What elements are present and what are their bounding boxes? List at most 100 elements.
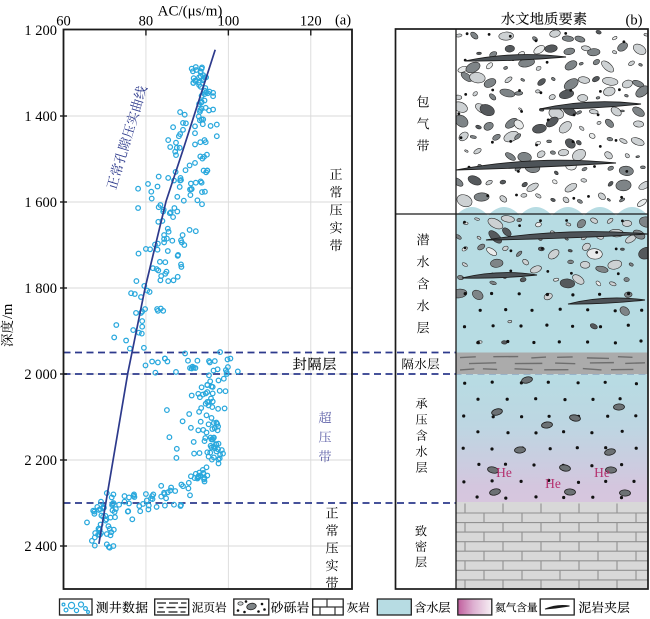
well-log-point (209, 404, 216, 411)
well-log-point (145, 180, 151, 187)
x-axis-title: AC/(μs/m) (158, 4, 223, 20)
well-log-point (214, 366, 221, 373)
well-log-point (203, 464, 210, 471)
well-log-point (208, 383, 215, 390)
well-log-point (198, 105, 205, 112)
well-log-point (177, 109, 184, 116)
legend (58, 598, 630, 616)
well-log-point (180, 119, 186, 126)
well-log-point (207, 378, 214, 385)
well-log-point (182, 167, 189, 174)
well-log-point (165, 228, 172, 235)
well-log-point (197, 69, 204, 76)
well-log-point (210, 106, 217, 113)
well-log-point (167, 144, 174, 150)
well-log-point (195, 113, 202, 120)
well-log-point (172, 488, 179, 494)
well-log-point (190, 75, 197, 82)
panel-a: 60 80 100 120 1 200 1 400 1 600 1 800 2 000 2 200… (0, 4, 648, 590)
zone-label-overpressure (318, 411, 332, 463)
well-log-point (154, 359, 161, 366)
well-log-point (171, 501, 177, 508)
well-log-point (145, 502, 152, 509)
well-log-point (187, 180, 194, 187)
well-log-point (185, 479, 192, 486)
well-log-point (198, 405, 205, 411)
well-log-point (191, 450, 198, 457)
well-log-point (91, 534, 98, 541)
well-log-point (213, 133, 220, 140)
well-log-point (206, 359, 213, 366)
well-log-point (106, 525, 113, 532)
well-log-point (210, 89, 217, 96)
well-log-point (197, 139, 204, 146)
well-log-point (182, 120, 189, 127)
well-log-point (213, 448, 220, 455)
legend-item-mudstone-lens (539, 598, 630, 616)
well-log-point (186, 411, 193, 417)
well-log-point (91, 542, 98, 549)
panel-a-axes (60, 28, 353, 590)
well-log-point (216, 387, 223, 394)
well-log-point (156, 258, 163, 265)
legend-item-shale (154, 598, 227, 616)
well-log-point (148, 195, 155, 202)
well-log-point (123, 337, 130, 344)
subplot-label-a: (a) (335, 13, 351, 29)
well-log-point (135, 185, 142, 192)
subplot-label-b: (b) (626, 13, 643, 29)
well-log-point (105, 543, 112, 550)
well-log-point (206, 372, 212, 379)
legend-label-helium (495, 602, 538, 613)
well-log-point (200, 167, 207, 174)
well-log-point (178, 237, 184, 244)
panel-b: He He He (b) (394, 11, 649, 590)
panel-a-zone-labels (106, 86, 343, 589)
well-log-point (211, 425, 218, 432)
well-log-point (133, 278, 140, 285)
legend-item-conglomerate (233, 598, 309, 616)
y-tick-label: 1 600 (24, 195, 57, 211)
well-log-point (125, 508, 132, 515)
well-log-point (221, 405, 228, 412)
well-log-point (174, 193, 181, 200)
well-log-point (112, 506, 119, 512)
well-log-point (182, 350, 189, 357)
well-log-point (152, 369, 159, 376)
well-log-point (201, 188, 208, 195)
panel-b-layer-labels (402, 95, 440, 568)
well-log-point (192, 365, 199, 371)
well-log-point (164, 225, 171, 232)
well-log-point (216, 455, 223, 462)
well-log-point (194, 357, 201, 364)
well-log-point (173, 139, 179, 146)
well-log-point (210, 420, 217, 426)
well-log-point (106, 544, 113, 551)
panel-b-layers: He He He (456, 29, 648, 589)
well-log-point (111, 509, 118, 515)
helium-label: He (594, 465, 610, 480)
panel-a-axis-titles: AC/(μs/m) (a) /m (0, 4, 351, 347)
y-tick-label: 2 200 (24, 453, 57, 469)
curve-label (106, 86, 148, 190)
layer-confined-pattern: He He He (456, 374, 648, 502)
well-log-point (193, 67, 200, 73)
well-log-point (181, 111, 188, 118)
well-log-point (215, 460, 222, 467)
well-log-point (185, 485, 192, 492)
normal-compaction-trend-line (98, 49, 217, 545)
well-log-point (199, 189, 205, 196)
legend-swatch-helium (457, 598, 493, 616)
x-tick-label: 100 (217, 14, 239, 30)
well-log-point (208, 414, 215, 421)
well-log-point (173, 368, 179, 375)
legend-label-limestone (346, 601, 370, 613)
well-log-point (113, 322, 120, 328)
well-log-point (88, 537, 95, 544)
legend-item-aquifer (376, 598, 451, 616)
well-log-point (137, 508, 144, 515)
layer-aquitard-pattern (456, 352, 648, 375)
well-log-point (198, 384, 205, 391)
well-log-point (139, 318, 146, 325)
